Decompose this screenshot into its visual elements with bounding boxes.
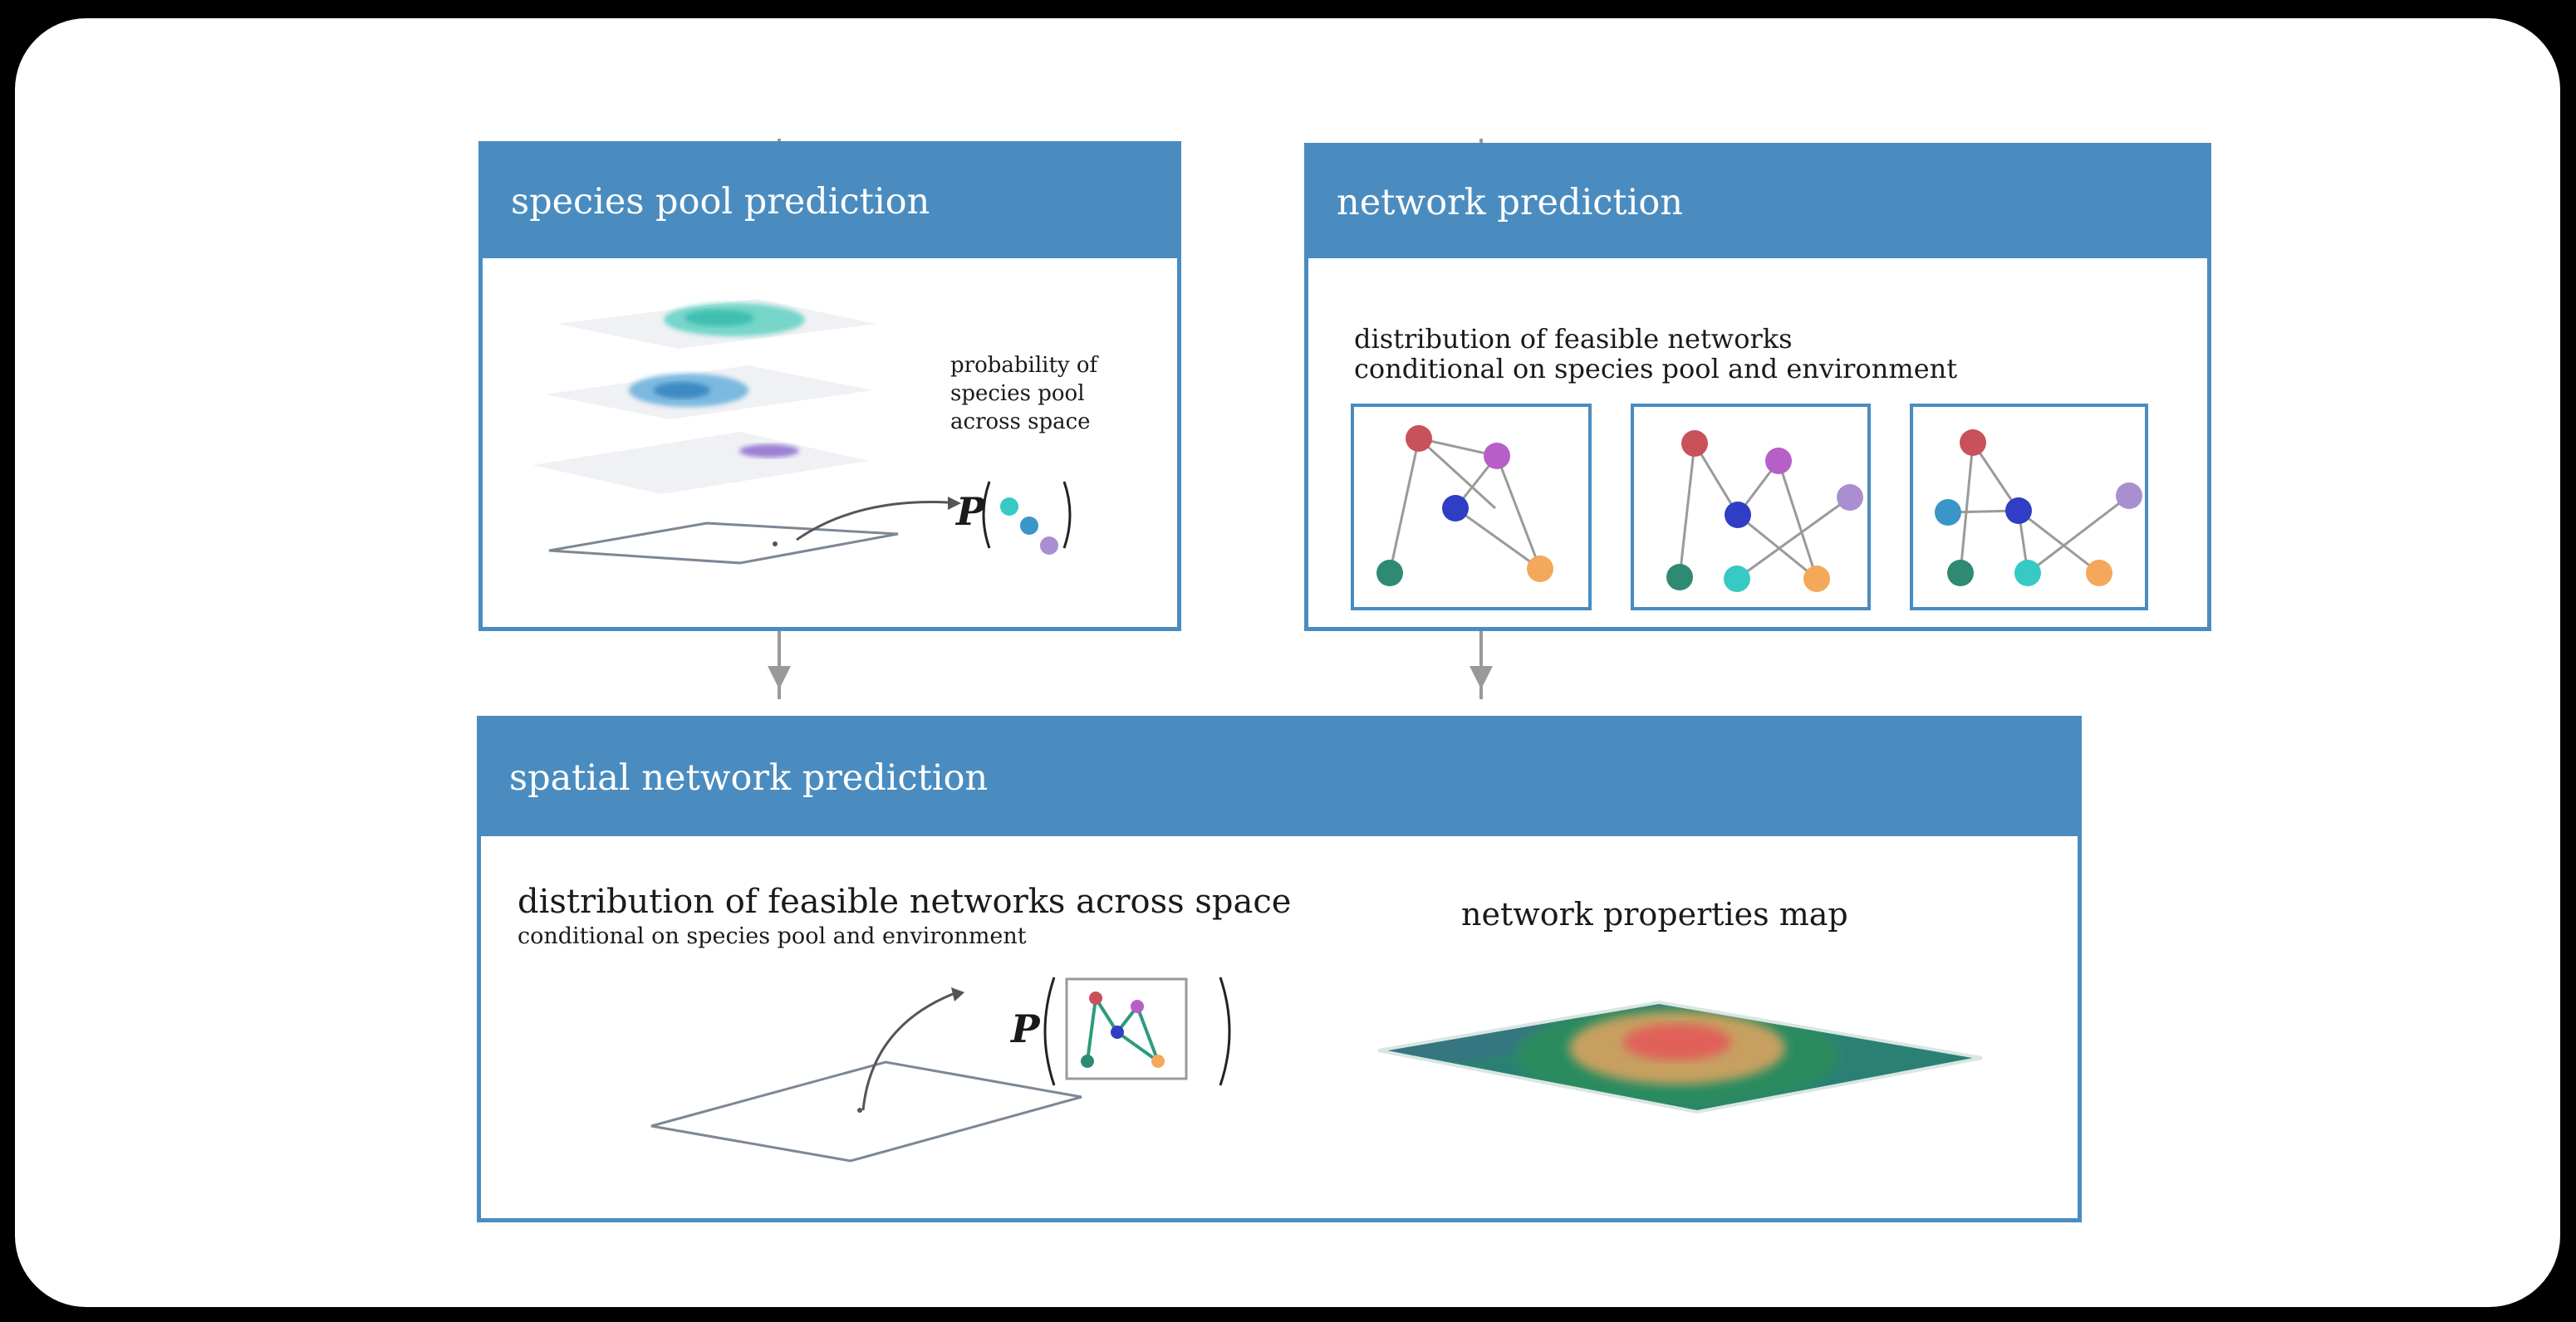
spatial-illustration: [650, 977, 1983, 1163]
species-pool-header: species pool prediction: [483, 145, 1177, 258]
right-paren: [1062, 481, 1072, 549]
spatial-network-panel: spatial network prediction distribution …: [477, 716, 2082, 1222]
left-paren: [982, 481, 991, 549]
figure-canvas: species pool prediction: [15, 18, 2560, 1307]
layer-plane-3: [532, 432, 869, 494]
feasible-network-examples: [1351, 404, 2148, 610]
network-properties-map: [1377, 1000, 1983, 1114]
arrowhead-left: [768, 666, 791, 689]
spatial-base-plane: [650, 1060, 1082, 1163]
probability-note-line3: across space: [950, 409, 1091, 434]
network-example-1: [1351, 404, 1592, 610]
network-desc-line2: conditional on species pool and environm…: [1354, 353, 1958, 384]
network-panel: network prediction distribution of feasi…: [1304, 143, 2211, 631]
spatial-right-paren: [1219, 977, 1231, 1086]
spatial-header: spatial network prediction: [481, 720, 2078, 836]
network-description: distribution of feasible networks condit…: [1354, 324, 1957, 384]
p-symbol-spatial: P: [1011, 1006, 1040, 1051]
layer-plane-1: [557, 299, 877, 349]
spatial-left-paren: [1043, 977, 1056, 1086]
spatial-title: spatial network prediction: [509, 757, 989, 799]
network-title: network prediction: [1337, 182, 1683, 223]
spatial-description: distribution of feasible networks across…: [518, 882, 1291, 952]
network-header: network prediction: [1308, 147, 2207, 258]
species-pool-panel: species pool prediction: [478, 141, 1181, 631]
curved-arrow: [796, 501, 949, 541]
arrowhead-right: [1470, 666, 1493, 689]
probability-note: probability of species pool across space: [950, 351, 1097, 436]
network-example-3: [1910, 404, 2148, 610]
species-pool-title: species pool prediction: [511, 181, 930, 223]
spatial-desc-line1: distribution of feasible networks across…: [518, 883, 1292, 921]
layer-plane-2: [545, 365, 873, 419]
network-desc-line1: distribution of feasible networks: [1354, 323, 1793, 355]
network-example-2: [1631, 404, 1871, 610]
probability-note-line1: probability of: [950, 353, 1098, 378]
mini-network: [1065, 977, 1188, 1080]
spatial-curved-arrow: [861, 992, 954, 1111]
species-layer-stack: [532, 299, 1072, 565]
network-properties-map-label: network properties map: [1461, 896, 1848, 933]
spatial-desc-line2: conditional on species pool and environm…: [518, 923, 1027, 949]
base-plane: [548, 521, 899, 565]
p-symbol-species: P: [956, 489, 985, 534]
species-pool-dots: [1000, 497, 1058, 555]
probability-note-line2: species pool: [950, 381, 1085, 406]
